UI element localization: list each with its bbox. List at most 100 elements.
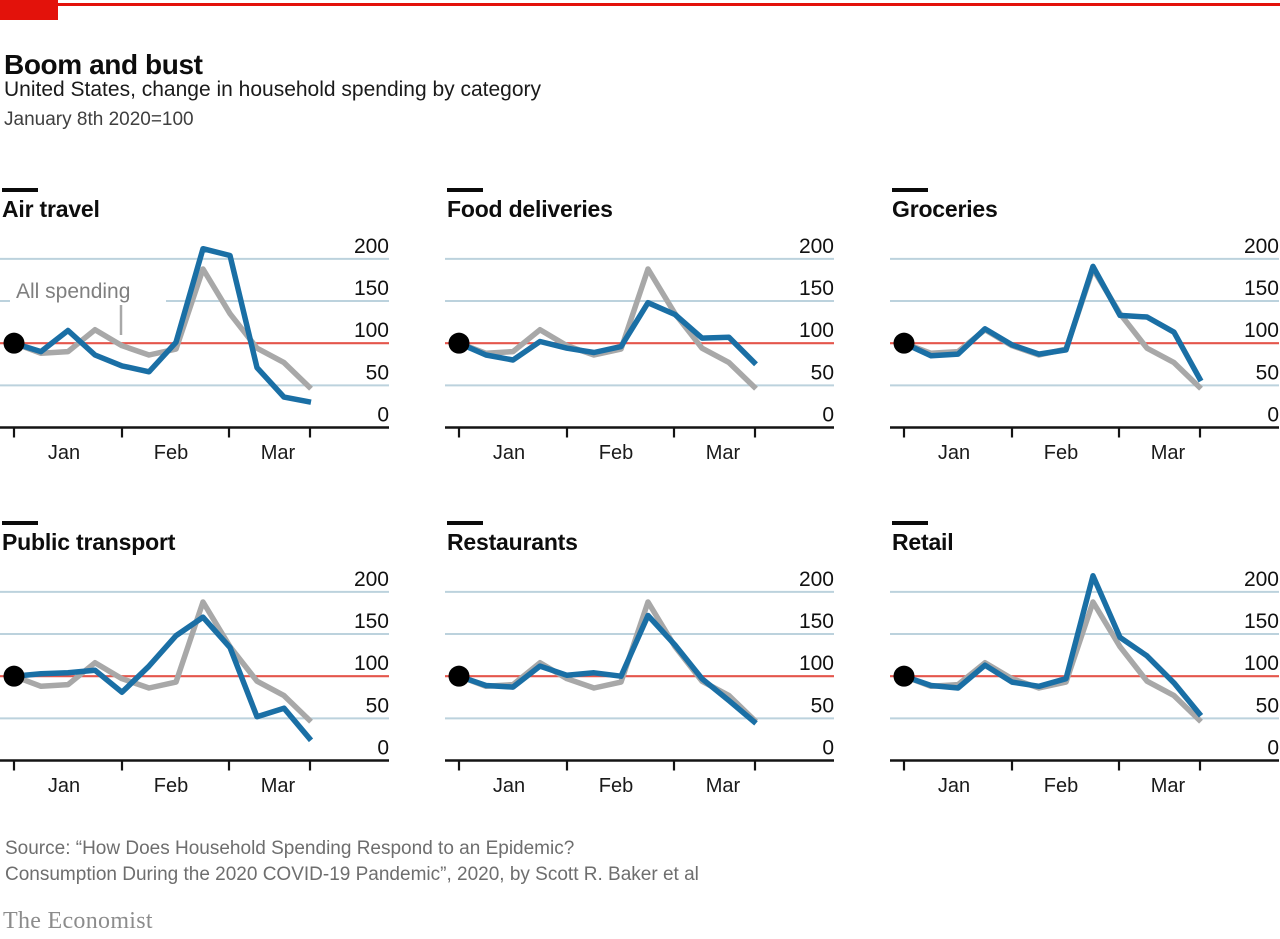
panel-plot-food-deliveries: Jan Feb Mar 0 50 100 150 200: [445, 235, 834, 464]
month-label-mar: Mar: [706, 775, 741, 797]
series-retail: [903, 573, 1204, 718]
series-all-spending: [458, 266, 758, 391]
y-tick-label-150: 150: [799, 277, 834, 300]
y-tick-label-50: 50: [366, 361, 389, 384]
source-note: Source: “How Does Household Spending Res…: [5, 836, 699, 888]
y-tick-label-50: 50: [366, 694, 389, 717]
index-start-dot: [448, 665, 470, 687]
month-label-feb: Feb: [599, 442, 633, 464]
panel-plot-air-travel: Jan Feb Mar 0 50 100 150 200 All spending: [0, 235, 389, 464]
panel-plot-retail: Jan Feb Mar 0 50 100 150 200: [890, 568, 1279, 797]
series-public-transport: [13, 614, 314, 743]
panel-title: Public transport: [2, 529, 176, 555]
y-tick-label-50: 50: [1256, 361, 1279, 384]
month-label-feb: Feb: [154, 442, 188, 464]
index-start-dot: [448, 332, 470, 354]
y-tick-label-150: 150: [354, 277, 389, 300]
index-start-dot: [893, 665, 915, 687]
panel-title: Food deliveries: [447, 196, 613, 222]
series-all-spending: [13, 599, 313, 724]
y-tick-label-0: 0: [1267, 404, 1279, 427]
panel-plot-groceries: Jan Feb Mar 0 50 100 150 200: [890, 235, 1279, 464]
y-tick-label-100: 100: [799, 319, 834, 342]
source-line-2: Consumption During the 2020 COVID-19 Pan…: [5, 864, 699, 885]
series-all-spending: [458, 599, 758, 724]
index-start-dot: [3, 332, 25, 354]
month-label-feb: Feb: [599, 775, 633, 797]
month-label-jan: Jan: [48, 775, 80, 797]
annotation-label: All spending: [16, 280, 130, 303]
y-tick-label-150: 150: [1244, 277, 1279, 300]
panel-restaurants: Restaurants Jan Feb Mar 0 50 100 150 200: [445, 513, 837, 843]
index-start-dot: [893, 332, 915, 354]
panel-retail: Retail Jan Feb Mar 0 50 100 150 200: [890, 513, 1280, 843]
y-tick-label-200: 200: [1244, 568, 1279, 591]
y-tick-label-200: 200: [799, 235, 834, 258]
index-start-dot: [3, 665, 25, 687]
panel-kicker-bar: [892, 188, 928, 192]
y-tick-label-200: 200: [799, 568, 834, 591]
series-all-spending: [903, 266, 1203, 391]
annotation-backing: [10, 276, 166, 304]
y-tick-label-50: 50: [811, 361, 834, 384]
y-tick-label-100: 100: [1244, 319, 1279, 342]
panel-kicker-bar: [447, 521, 483, 525]
page-subtitle: United States, change in household spend…: [4, 78, 542, 101]
panel-title: Restaurants: [447, 529, 578, 555]
panel-public-transport: Public transport Jan Feb Mar 0 50 100 150 200: [0, 513, 392, 843]
y-tick-label-50: 50: [1256, 694, 1279, 717]
y-tick-label-0: 0: [377, 404, 389, 427]
header-red-block: [0, 0, 58, 20]
month-label-jan: Jan: [938, 442, 970, 464]
panel-air-travel: Air travel Jan Feb Mar 0 50 100 150 200 All spend…: [0, 180, 392, 510]
month-label-mar: Mar: [706, 442, 741, 464]
index-note: January 8th 2020=100: [4, 109, 194, 130]
y-tick-label-100: 100: [354, 652, 389, 675]
y-tick-label-200: 200: [1244, 235, 1279, 258]
panel-title: Groceries: [892, 196, 998, 222]
series-groceries: [902, 263, 1204, 383]
series-restaurants: [458, 612, 758, 726]
panel-title: Retail: [892, 529, 954, 555]
month-label-jan: Jan: [938, 775, 970, 797]
panel-plot-restaurants: Jan Feb Mar 0 50 100 150 200: [445, 568, 834, 797]
series-all-spending: [13, 266, 313, 391]
header-red-rule: [0, 3, 1280, 6]
month-label-feb: Feb: [1044, 442, 1078, 464]
month-label-feb: Feb: [154, 775, 188, 797]
month-label-mar: Mar: [261, 442, 296, 464]
panel-food-deliveries: Food deliveries Jan Feb Mar 0 50 100 150 200: [445, 180, 837, 510]
y-tick-label-150: 150: [354, 610, 389, 633]
month-label-mar: Mar: [1151, 442, 1186, 464]
panel-kicker-bar: [892, 521, 928, 525]
y-tick-label-0: 0: [822, 737, 834, 760]
y-tick-label-0: 0: [1267, 737, 1279, 760]
panel-title: Air travel: [2, 196, 100, 222]
y-tick-label-100: 100: [354, 319, 389, 342]
source-line-1: Source: “How Does Household Spending Res…: [5, 838, 575, 859]
panel-kicker-bar: [2, 521, 38, 525]
series-food-deliveries: [457, 299, 758, 367]
y-tick-label-0: 0: [822, 404, 834, 427]
month-label-feb: Feb: [1044, 775, 1078, 797]
y-tick-label-150: 150: [799, 610, 834, 633]
month-label-jan: Jan: [48, 442, 80, 464]
y-tick-label-50: 50: [811, 694, 834, 717]
month-label-mar: Mar: [261, 775, 296, 797]
page-title: Boom and bust: [4, 48, 203, 80]
publisher-wordmark: The Economist: [3, 908, 153, 934]
panel-kicker-bar: [2, 188, 38, 192]
y-tick-label-100: 100: [1244, 652, 1279, 675]
y-tick-label-200: 200: [354, 568, 389, 591]
panel-kicker-bar: [447, 188, 483, 192]
panel-groceries: Groceries Jan Feb Mar 0 50 100 150 200: [890, 180, 1280, 510]
month-label-mar: Mar: [1151, 775, 1186, 797]
series-air-travel: [13, 245, 312, 405]
month-label-jan: Jan: [493, 775, 525, 797]
month-label-jan: Jan: [493, 442, 525, 464]
panel-plot-public-transport: Jan Feb Mar 0 50 100 150 200: [0, 568, 389, 797]
y-tick-label-0: 0: [377, 737, 389, 760]
y-tick-label-100: 100: [799, 652, 834, 675]
y-tick-label-200: 200: [354, 235, 389, 258]
y-tick-label-150: 150: [1244, 610, 1279, 633]
